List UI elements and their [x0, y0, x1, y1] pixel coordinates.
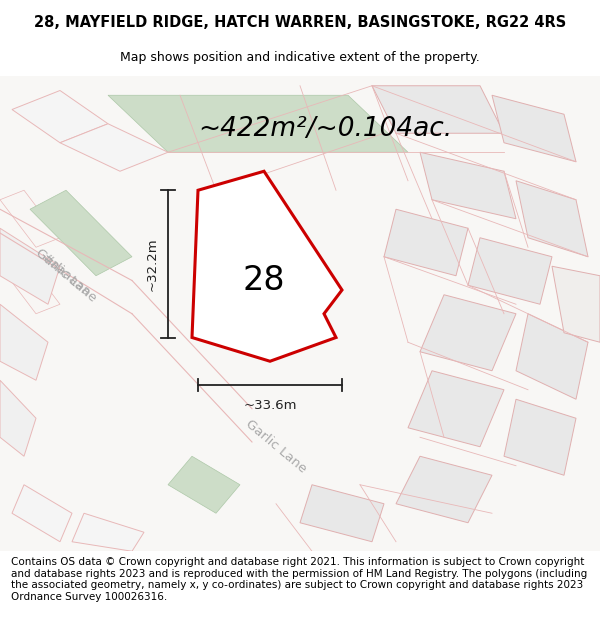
Polygon shape [408, 371, 504, 447]
Polygon shape [168, 456, 240, 513]
Text: Map shows position and indicative extent of the property.: Map shows position and indicative extent… [120, 51, 480, 64]
Polygon shape [0, 257, 60, 314]
Text: ~422m²/~0.104ac.: ~422m²/~0.104ac. [198, 116, 452, 141]
Text: ~32.2m: ~32.2m [146, 237, 159, 291]
Polygon shape [516, 181, 588, 257]
Text: Contains OS data © Crown copyright and database right 2021. This information is : Contains OS data © Crown copyright and d… [11, 557, 587, 602]
Polygon shape [192, 171, 342, 361]
Text: ~33.6m: ~33.6m [243, 399, 297, 412]
Polygon shape [372, 86, 504, 133]
Polygon shape [420, 295, 516, 371]
Polygon shape [492, 95, 576, 162]
Polygon shape [504, 399, 576, 475]
Polygon shape [420, 152, 516, 219]
Polygon shape [0, 380, 36, 456]
Polygon shape [12, 91, 108, 142]
Text: 28: 28 [243, 264, 285, 297]
Polygon shape [552, 266, 600, 342]
Text: Garlic Lane: Garlic Lane [243, 418, 309, 476]
Text: #aaaaaa: #aaaaaa [39, 251, 93, 300]
Polygon shape [0, 190, 60, 248]
Polygon shape [516, 314, 588, 399]
Polygon shape [300, 485, 384, 542]
Polygon shape [0, 228, 60, 304]
Polygon shape [0, 304, 48, 380]
Polygon shape [60, 124, 168, 171]
Polygon shape [108, 95, 408, 152]
Polygon shape [12, 485, 72, 542]
Text: Garlic Lane: Garlic Lane [33, 247, 99, 305]
Polygon shape [468, 238, 552, 304]
Polygon shape [72, 513, 144, 551]
Polygon shape [396, 456, 492, 522]
Polygon shape [30, 190, 132, 276]
Polygon shape [384, 209, 468, 276]
Text: 28, MAYFIELD RIDGE, HATCH WARREN, BASINGSTOKE, RG22 4RS: 28, MAYFIELD RIDGE, HATCH WARREN, BASING… [34, 16, 566, 31]
